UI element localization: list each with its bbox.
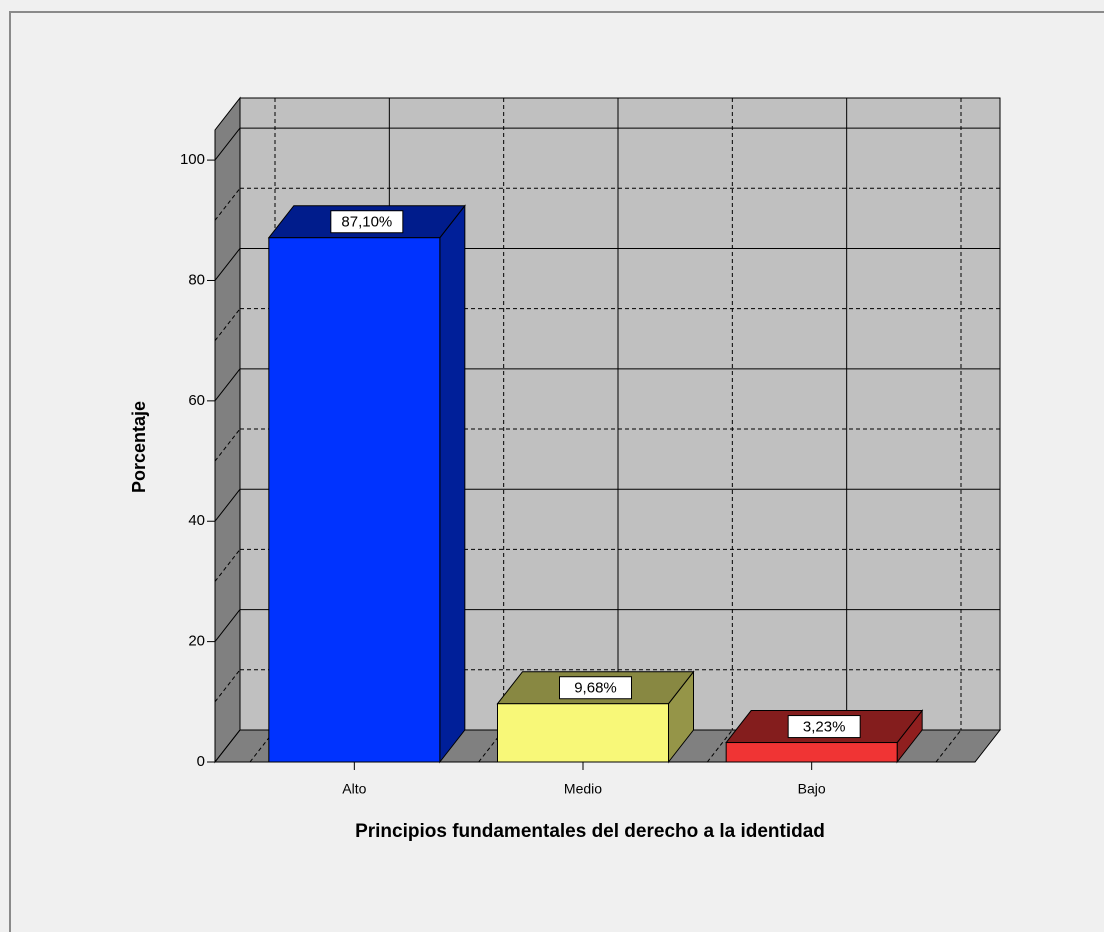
value-label: 87,10%: [341, 214, 392, 231]
y-tick-label: 60: [188, 392, 205, 409]
x-tick-label: Medio: [564, 781, 602, 797]
value-label-box: [330, 210, 404, 234]
value-label: 9,68%: [574, 680, 617, 697]
wall-line: [214, 127, 241, 161]
y-tick-label: 20: [188, 633, 205, 650]
y-tick-label: 40: [188, 512, 205, 529]
wall-line: [214, 248, 241, 281]
y-tick-label: 80: [188, 271, 205, 288]
wall-line: [214, 488, 241, 522]
value-label-box: [787, 715, 861, 739]
y-axis-title: Porcentaje: [129, 401, 149, 493]
bar-side: [439, 204, 466, 764]
wall-line: [214, 609, 241, 642]
y-tick-label: 100: [180, 151, 205, 168]
value-label-box: [559, 676, 632, 700]
left-wall: [214, 96, 241, 764]
y-tick-label: 0: [197, 753, 205, 770]
x-tick-label: Bajo: [798, 781, 826, 797]
wall-line: [214, 729, 241, 763]
bar: [497, 703, 669, 763]
bar: [725, 742, 898, 763]
x-tick-label: Alto: [342, 781, 366, 797]
wall-line: [214, 368, 241, 402]
bar: [268, 237, 441, 763]
value-label: 3,23%: [803, 719, 846, 736]
x-axis-title: Principios fundamentales del derecho a l…: [355, 821, 825, 842]
frame: [9, 11, 1104, 932]
